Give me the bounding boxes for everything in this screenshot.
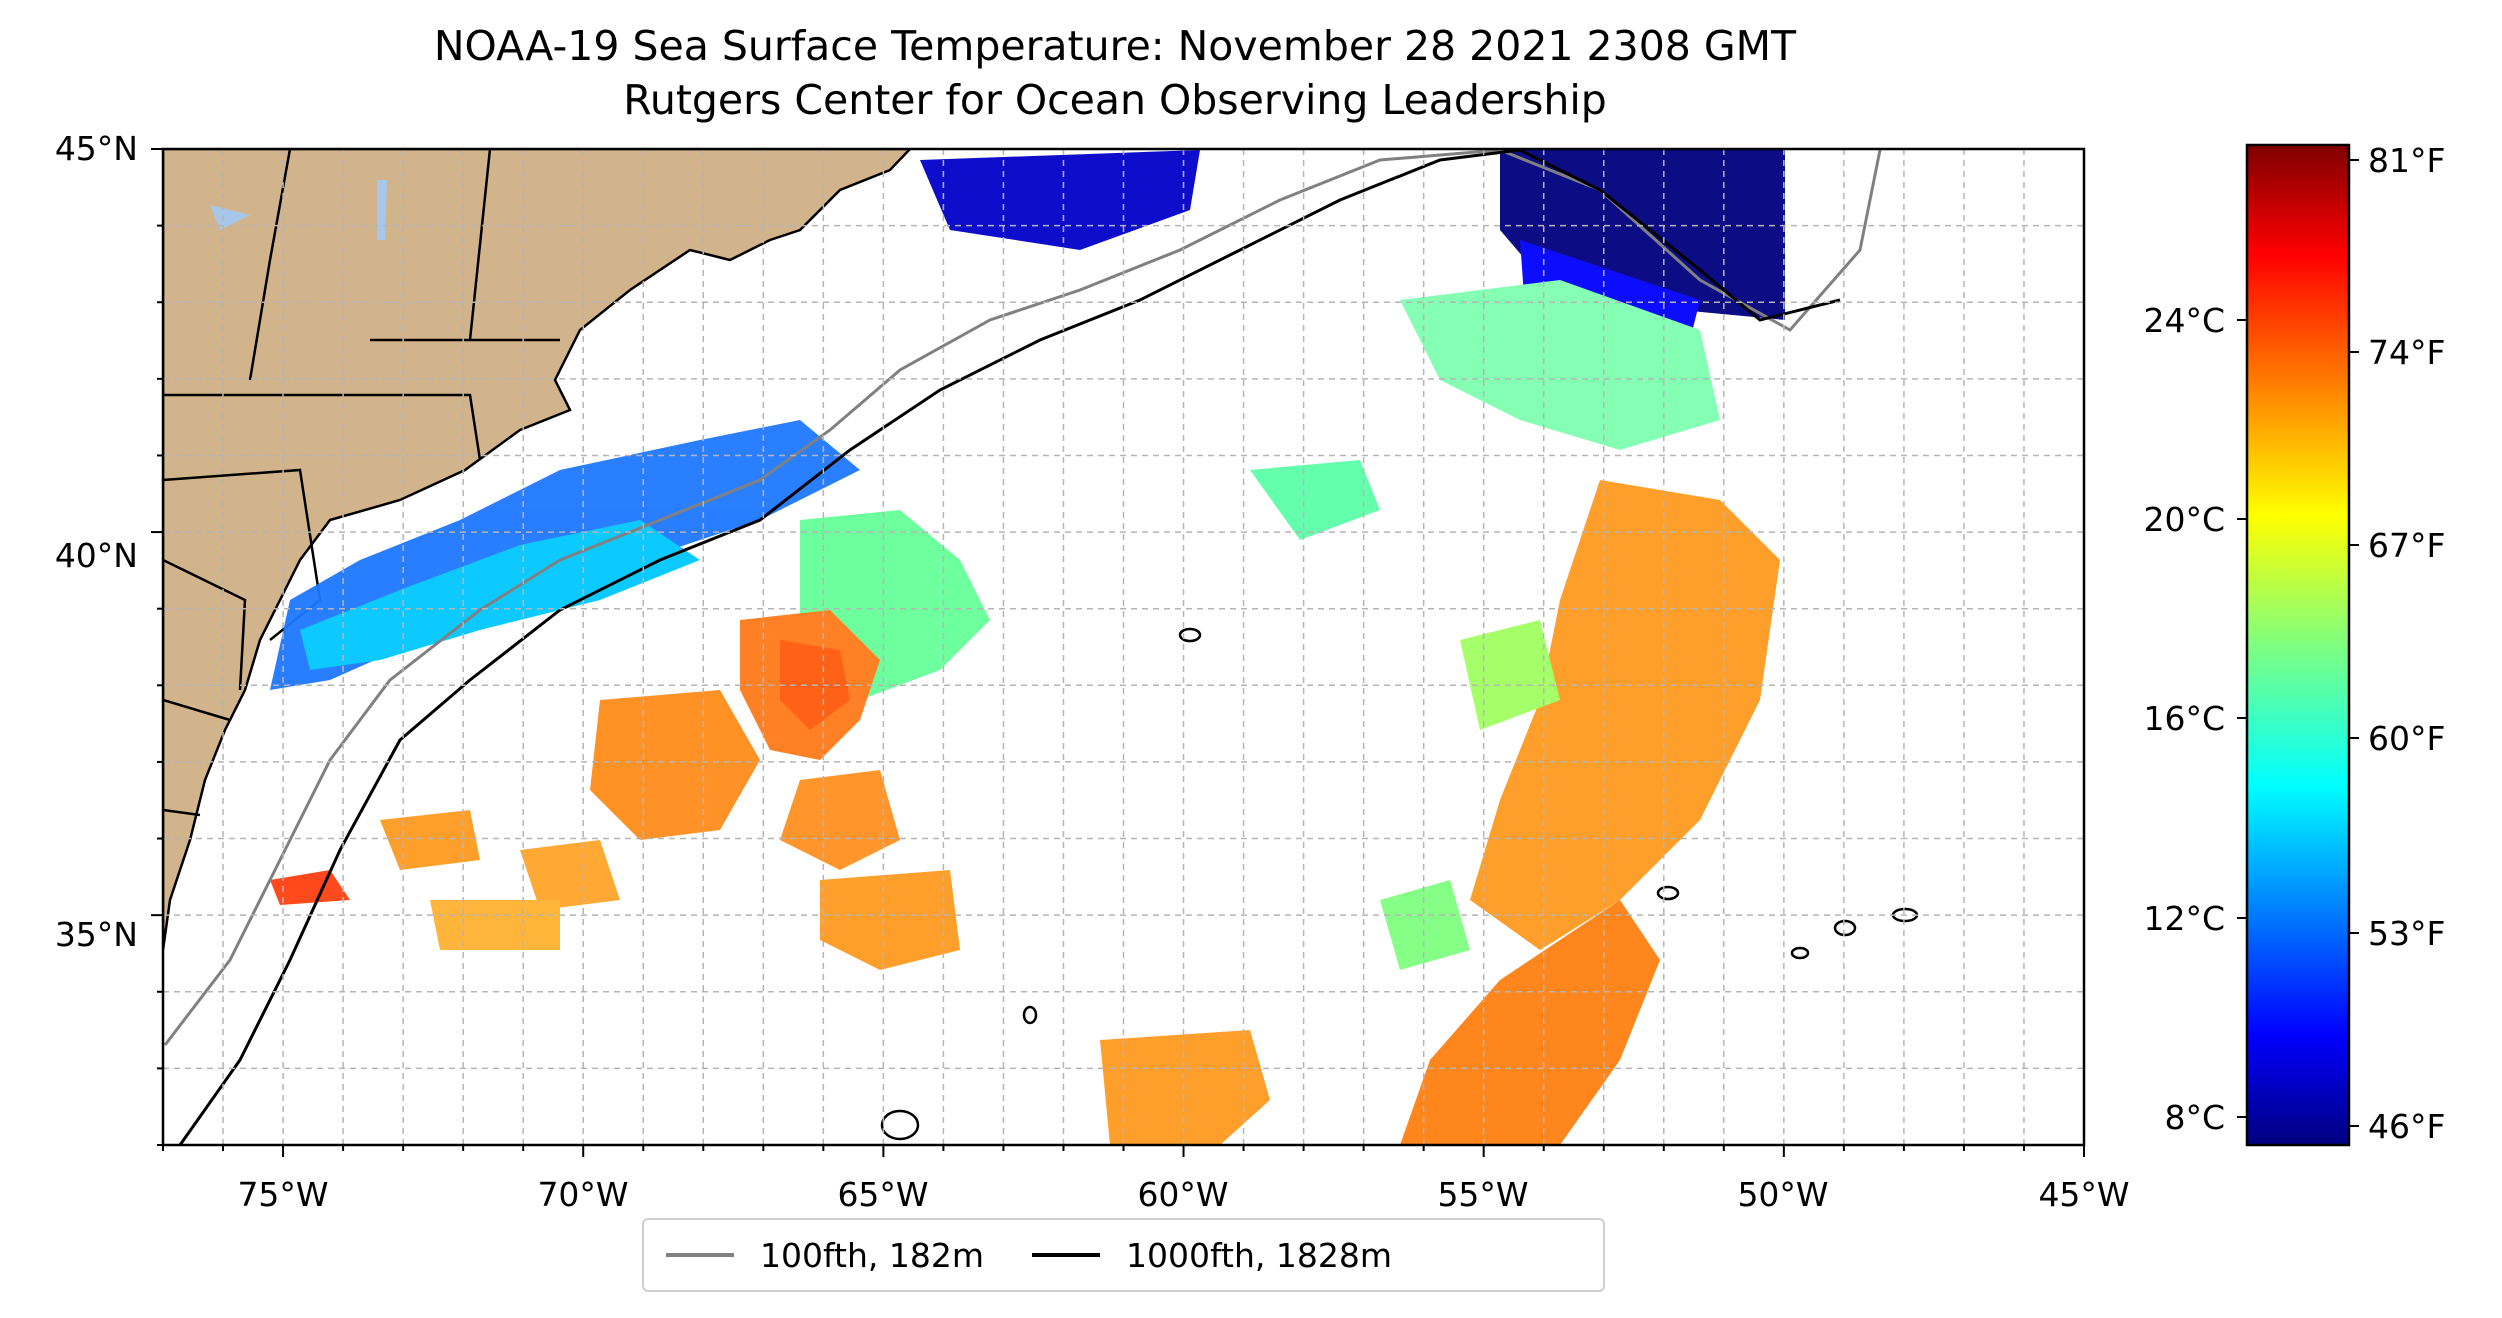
celsius-label: 24°C (2143, 301, 2225, 340)
lon-tick-label: 45°W (2038, 1175, 2129, 1214)
legend-swatch-gray (666, 1253, 734, 1257)
legend-label: 100fth, 182m (760, 1235, 984, 1275)
celsius-label: 8°C (2164, 1098, 2225, 1137)
fahrenheit-label: 53°F (2368, 914, 2445, 953)
land-mass (163, 149, 912, 951)
state-borders (163, 149, 560, 817)
lat-tick-label: 40°N (55, 536, 138, 575)
legend-item-1000fth: 1000fth, 1828m (1032, 1236, 1392, 1275)
lon-tick-label: 70°W (537, 1175, 628, 1214)
fahrenheit-label: 81°F (2368, 141, 2445, 180)
legend: 100fth, 182m 1000fth, 1828m (642, 1218, 1605, 1292)
fahrenheit-label: 74°F (2368, 333, 2445, 372)
isobath-1000fth (178, 149, 1841, 1145)
lon-tick-label: 55°W (1437, 1175, 1528, 1214)
fahrenheit-label: 67°F (2368, 526, 2445, 565)
legend-label: 1000fth, 1828m (1126, 1235, 1392, 1275)
lon-tick-label: 60°W (1137, 1175, 1228, 1214)
legend-swatch-black (1032, 1253, 1100, 1257)
map-subtitle: Rutgers Center for Ocean Observing Leade… (623, 76, 1607, 124)
seamount-contours (880, 627, 1919, 1141)
colorbar (2245, 143, 2351, 1147)
lat-tick-label: 45°N (55, 129, 138, 168)
colorbar-ticks (2237, 159, 2359, 1127)
isobath-100fth (163, 149, 1882, 1046)
lon-axis-labels: 75°W 70°W 65°W 60°W 55°W 50°W 45°W (237, 1175, 2129, 1214)
colorbar-celsius-labels: 24°C 20°C 16°C 12°C 8°C (2143, 301, 2225, 1137)
map-title: NOAA-19 Sea Surface Temperature: Novembe… (433, 22, 1797, 70)
lon-tick-label: 75°W (237, 1175, 328, 1214)
lon-tick-label: 50°W (1737, 1175, 1828, 1214)
gridlines (163, 149, 2084, 1145)
lat-axis-labels: 35°N 40°N 45°N (55, 129, 138, 954)
sst-patches (270, 150, 1785, 1145)
lon-tick-label: 65°W (837, 1175, 928, 1214)
celsius-label: 16°C (2143, 699, 2225, 738)
axis-ticks (151, 148, 2085, 1157)
legend-item-100fth: 100fth, 182m (666, 1236, 984, 1275)
lat-tick-label: 35°N (55, 915, 138, 954)
celsius-label: 12°C (2143, 899, 2225, 938)
fahrenheit-label: 60°F (2368, 719, 2445, 758)
celsius-label: 20°C (2143, 500, 2225, 539)
fahrenheit-label: 46°F (2368, 1107, 2445, 1146)
colorbar-fahrenheit-labels: 81°F 74°F 67°F 60°F 53°F 46°F (2368, 141, 2445, 1146)
